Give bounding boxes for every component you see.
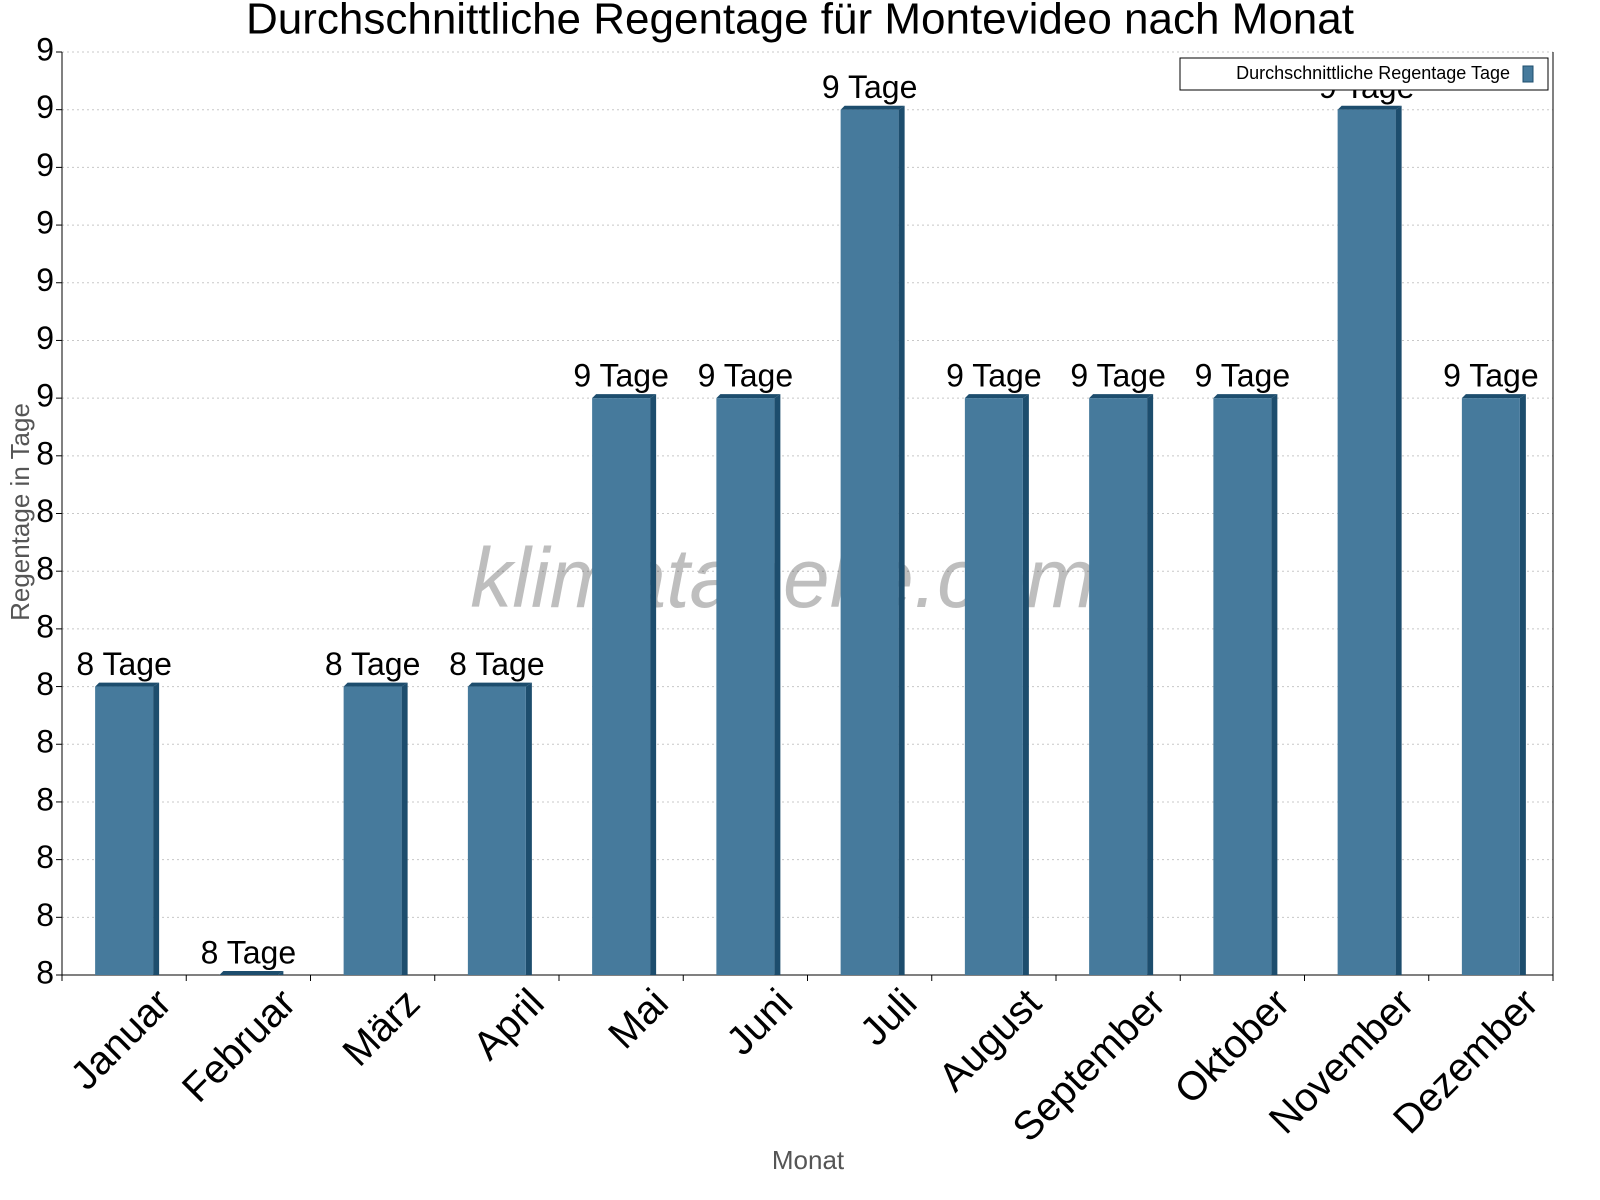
x-tick-label: März (334, 981, 428, 1075)
bar-top (1213, 394, 1278, 399)
bar-top (716, 394, 781, 399)
bar (592, 398, 651, 975)
bar (343, 686, 402, 975)
x-tick-label: Februar (174, 981, 304, 1111)
y-tick-label: 9 (36, 262, 54, 298)
chart-title: Durchschnittliche Regentage für Montevid… (246, 0, 1354, 44)
data-label: 9 Tage (698, 358, 794, 394)
data-label: 9 Tage (1195, 358, 1291, 394)
y-tick-label: 9 (36, 89, 54, 125)
data-label: 8 Tage (325, 646, 421, 682)
y-tick-label: 8 (36, 608, 54, 644)
bar-top (467, 682, 532, 687)
bar-side (1395, 105, 1402, 975)
y-tick-label: 8 (36, 724, 54, 760)
bar (1089, 398, 1148, 975)
bar-top (964, 394, 1029, 399)
x-tick-label: April (465, 981, 553, 1069)
x-tick-label: Mai (600, 981, 677, 1058)
y-tick-label: 9 (36, 31, 54, 67)
y-tick-label: 9 (36, 147, 54, 183)
bar (716, 398, 775, 975)
bar (964, 398, 1023, 975)
bar-top (592, 394, 657, 399)
y-tick-label: 8 (36, 435, 54, 471)
bar-side (153, 682, 160, 975)
bar (95, 686, 154, 975)
data-label: 9 Tage (946, 358, 1042, 394)
bar-side (774, 394, 781, 975)
bar-side (1519, 394, 1526, 975)
y-tick-label: 8 (36, 954, 54, 990)
bar-side (401, 682, 408, 975)
y-tick-label: 8 (36, 897, 54, 933)
data-label: 8 Tage (201, 934, 297, 970)
bar (1337, 109, 1396, 975)
data-label: 9 Tage (822, 69, 918, 105)
y-axis-title: Regentage in Tage (5, 403, 35, 621)
bar-side (650, 394, 657, 975)
y-tick-label: 8 (36, 666, 54, 702)
bar-side (1147, 394, 1154, 975)
bar (1213, 398, 1272, 975)
legend-label: Durchschnittliche Regentage Tage (1236, 63, 1510, 83)
bar-top (1089, 394, 1154, 399)
y-tick-label: 8 (36, 781, 54, 817)
legend-box (1179, 57, 1549, 91)
bar-side (525, 682, 532, 975)
x-tick-label: Juli (852, 981, 926, 1055)
data-label: 8 Tage (449, 646, 545, 682)
bar-top (1461, 394, 1526, 399)
bar-side (1022, 394, 1029, 975)
bar (467, 686, 526, 975)
x-axis-title: Monat (772, 1145, 845, 1175)
y-tick-label: 9 (36, 378, 54, 414)
x-tick-label: Juni (718, 981, 801, 1064)
bar-side (1271, 394, 1278, 975)
x-tick-label: Januar (62, 981, 180, 1099)
y-tick-label: 9 (36, 320, 54, 356)
x-tick-label: August (931, 981, 1050, 1100)
bar-top (840, 105, 905, 110)
bar (1461, 398, 1520, 975)
bar-top (343, 682, 408, 687)
data-label: 9 Tage (1443, 358, 1539, 394)
bar (840, 109, 899, 975)
data-label: 9 Tage (573, 358, 669, 394)
legend: Durchschnittliche Regentage Tage (1179, 57, 1549, 91)
bar-side (898, 105, 905, 975)
bar-top (1337, 105, 1402, 110)
y-tick-label: 8 (36, 493, 54, 529)
bar-top (219, 971, 284, 975)
y-tick-label: 8 (36, 551, 54, 587)
data-label: 9 Tage (1070, 358, 1166, 394)
bar-top (95, 682, 160, 687)
y-tick-label: 8 (36, 839, 54, 875)
legend-swatch (1522, 65, 1534, 83)
y-tick-label: 9 (36, 205, 54, 241)
data-label: 8 Tage (76, 646, 172, 682)
